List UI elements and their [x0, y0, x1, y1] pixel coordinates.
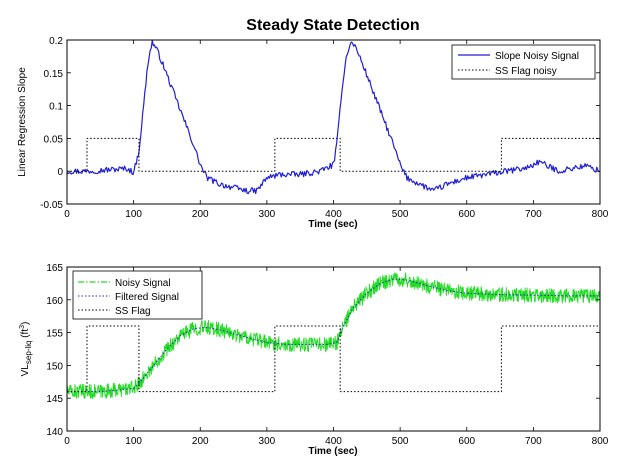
bottom-legend: Noisy Signal Filtered Signal SS Flag — [72, 270, 203, 320]
bottom-y-label-sub: sep-liq — [24, 341, 33, 365]
bottom-x-tick-label: 200 — [192, 436, 209, 447]
top-chart: 0 100 200 300 400 500 600 700 800-0.0500.050.10.… — [17, 36, 609, 230]
top-y-axis-label: Linear Regression Slope — [17, 67, 28, 177]
top-ticks: 0 100 200 300 400 500 600 700 800-0.0500.050.10.… — [40, 36, 609, 220]
top-legend-label-0: Slope Noisy Signal — [495, 51, 579, 62]
top-series-line-0 — [66, 39, 600, 195]
bottom-x-tick-label: 300 — [259, 436, 276, 447]
bottom-legend-box — [72, 270, 203, 320]
top-x-tick-label: 300 — [259, 209, 276, 220]
top-chart-marks — [66, 39, 600, 195]
top-x-tick-label: 0 — [64, 209, 70, 220]
bottom-series-line-1 — [67, 278, 600, 393]
top-x-tick-label: 400 — [325, 209, 342, 220]
bottom-y-axis-label-group: VLsep-liq (ft3) — [19, 322, 33, 377]
bottom-x-tick-label: 700 — [525, 436, 542, 447]
top-legend: Slope Noisy Signal SS Flag noisy — [451, 44, 596, 80]
bottom-y-tick-label: 155 — [46, 329, 63, 340]
top-x-axis-label: Time (sec) — [308, 219, 357, 230]
top-y-tick-label: 0.15 — [44, 69, 64, 80]
bottom-y-label-main: VL — [20, 364, 31, 377]
top-x-tick-label: 100 — [125, 209, 142, 220]
bottom-series-line-2 — [67, 325, 600, 393]
bottom-y-tick-label: 145 — [46, 394, 63, 405]
bottom-y-label-unit-sup: 3 — [19, 325, 26, 329]
bottom-ticks: 0 100 200 300 400 500 600 700 800 140 145 150 155 160… — [46, 263, 608, 447]
top-legend-box — [451, 44, 596, 80]
top-legend-label-1: SS Flag noisy — [495, 66, 557, 77]
bottom-x-tick-label: 100 — [125, 436, 142, 447]
bottom-x-tick-label: 800 — [592, 436, 609, 447]
bottom-x-tick-label: 0 — [64, 436, 70, 447]
bottom-chart: 0 100 200 300 400 500 600 700 800 140 145 150 155 160… — [19, 263, 609, 457]
bottom-legend-label-2: SS Flag — [115, 306, 151, 317]
bottom-y-tick-label: 140 — [46, 427, 63, 438]
bottom-legend-label-1: Filtered Signal — [115, 292, 179, 303]
top-x-tick-label: 200 — [192, 209, 209, 220]
bottom-y-axis-label: VLsep-liq (ft3) — [19, 322, 33, 377]
bottom-y-label-unit-close: ) — [20, 322, 31, 325]
bottom-y-tick-label: 165 — [46, 263, 63, 274]
top-y-tick-label: 0.2 — [49, 36, 63, 47]
figure-title: Steady State Detection — [246, 17, 419, 34]
bottom-x-tick-label: 500 — [392, 436, 409, 447]
top-x-tick-label: 500 — [392, 209, 409, 220]
bottom-y-label-unit: (ft — [20, 329, 31, 338]
bottom-x-axis-label: Time (sec) — [308, 446, 357, 457]
bottom-x-tick-label: 600 — [458, 436, 475, 447]
top-y-tick-label: -0.05 — [40, 200, 63, 211]
bottom-chart-marks — [66, 272, 601, 400]
top-y-tick-label: 0.05 — [44, 134, 64, 145]
top-x-tick-label: 600 — [458, 209, 475, 220]
top-x-tick-label: 800 — [592, 209, 609, 220]
bottom-y-tick-label: 160 — [46, 296, 63, 307]
top-series-line-1 — [67, 137, 600, 172]
top-y-tick-label: 0.1 — [49, 102, 63, 113]
bottom-x-tick-label: 400 — [325, 436, 342, 447]
top-y-tick-label: 0 — [57, 167, 63, 178]
bottom-y-tick-label: 150 — [46, 361, 63, 372]
top-x-tick-label: 700 — [525, 209, 542, 220]
bottom-legend-label-0: Noisy Signal — [115, 278, 171, 289]
